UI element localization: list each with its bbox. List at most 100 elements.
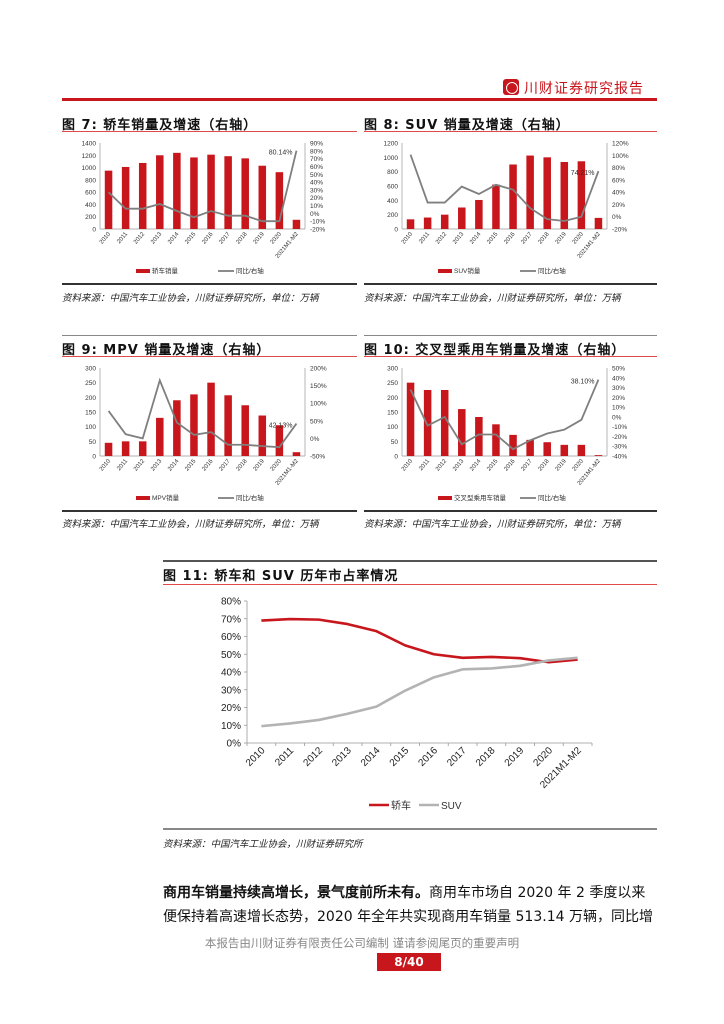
y2-tick-label: -20%	[612, 434, 627, 441]
lead-sentence: 商用车销量持续高增长，景气度前所未有。	[163, 885, 429, 901]
x-tick-label: 2011	[418, 458, 431, 472]
y2-tick-label: 50%	[612, 366, 625, 373]
y2-tick-label: -20%	[612, 227, 627, 234]
title-underline	[62, 356, 357, 357]
bar	[543, 157, 551, 229]
sedan-share-line	[261, 617, 578, 664]
y-tick-label: 0	[92, 227, 96, 234]
divider	[62, 510, 357, 512]
y-tick-label: 800	[85, 177, 96, 184]
y-tick-label: 10%	[221, 721, 241, 732]
y-tick-label: 600	[387, 184, 398, 191]
y2-tick-label: 40%	[612, 375, 625, 382]
title-underline	[364, 356, 657, 357]
bar	[104, 442, 113, 456]
figure-title: 图 11: 轿车和 SUV 历年市占率情况	[163, 569, 399, 584]
data-label: 80.14%	[269, 150, 293, 157]
x-tick-label: 2016	[201, 231, 215, 246]
bar	[560, 444, 569, 456]
figure-source: 资料来源：中国汽车工业协会，川财证券研究所，单位：万辆	[62, 519, 319, 530]
x-tick-label: 2020	[572, 458, 586, 473]
figure-source: 资料来源：中国汽车工业协会，川财证券研究所	[163, 839, 363, 850]
bar	[560, 161, 569, 229]
legend-swatch-bars	[136, 269, 150, 273]
y-tick-label: 200	[85, 395, 96, 402]
y2-tick-label: 70%	[310, 156, 323, 163]
y2-tick-label: 90%	[310, 141, 323, 148]
header-divider	[62, 98, 657, 101]
y2-tick-label: -10%	[612, 424, 627, 431]
x-tick-label: 2019	[555, 231, 569, 246]
x-tick-label: 2017	[520, 458, 534, 473]
y-tick-label: 50%	[221, 650, 241, 661]
y-tick-label: 300	[85, 366, 96, 373]
y2-tick-label: 0%	[612, 414, 622, 421]
y2-tick-label: 30%	[310, 187, 323, 194]
bar	[190, 157, 198, 229]
y-tick-label: 0%	[227, 739, 242, 750]
figure-title: 图 8: SUV 销量及增速（右轴）	[364, 118, 570, 133]
brand-name: 川财证券研究报告	[524, 81, 644, 97]
x-tick-label: 2018	[236, 231, 250, 246]
suv-share-line	[261, 656, 578, 728]
x-tick-label: 2012	[301, 745, 325, 769]
y-tick-label: 50	[89, 439, 97, 446]
bar	[224, 395, 232, 456]
chart-crossover-sales: 0 50 100 150 200 250 300 -40% -30% -20% -10% 0% 10% 2…	[387, 366, 627, 503]
x-tick-label: 2010	[99, 458, 113, 473]
legend-swatch-bars	[438, 269, 452, 273]
legend-label: 同比/右轴	[538, 493, 566, 502]
y2-tick-label: 20%	[612, 395, 625, 402]
x-tick-label: 2015	[388, 745, 412, 769]
x-tick-label: 2015	[486, 231, 500, 246]
y-tick-label: 100	[387, 424, 398, 431]
bar	[406, 219, 415, 229]
y-tick-label: 1400	[82, 141, 97, 148]
y-tick-label: 300	[387, 366, 398, 373]
figure-title: 图 7: 轿车销量及增速（右轴）	[62, 118, 258, 133]
y-tick-label: 200	[85, 214, 96, 221]
legend-swatch-bars	[438, 496, 452, 500]
y-tick-label: 1000	[384, 155, 399, 162]
x-tick-label: 2017	[218, 231, 232, 246]
x-tick-label: 2017	[520, 231, 534, 246]
bar	[207, 154, 215, 229]
bar	[138, 441, 147, 456]
bar	[241, 158, 249, 229]
chart-mpv-sales: 0 50 100 150 200 250 300 -50% 0% 50% 100% 150% 200% 4…	[85, 366, 327, 503]
x-tick-label: 2012	[435, 458, 449, 473]
divider	[364, 283, 657, 285]
y2-tick-label: 120%	[612, 141, 629, 148]
y2-tick-label: 100%	[310, 401, 327, 408]
x-tick-label: 2015	[486, 458, 500, 473]
bar	[258, 415, 267, 456]
figure-10: 图 10: 交叉型乘用车销量及增速（右轴） 0 50 100 150 200 250 300…	[364, 335, 657, 534]
y-tick-label: 1000	[82, 165, 97, 172]
bar	[492, 184, 500, 229]
page-number: 8/40	[377, 953, 441, 971]
x-tick-label: 2013	[150, 231, 164, 246]
footer-disclaimer: 本报告由川财证券有限责任公司编制 谨请参阅尾页的重要声明	[204, 936, 520, 950]
y-tick-label: 200	[387, 212, 398, 219]
y2-tick-label: 20%	[612, 202, 625, 209]
top-divider	[364, 335, 657, 336]
body-paragraph: 商用车销量持续高增长，景气度前所未有。商用车市场自 2020 年 2 季度以来	[163, 881, 657, 905]
x-tick-label: 2012	[435, 231, 449, 246]
x-tick-label: 2015	[184, 231, 198, 246]
bar	[292, 452, 301, 456]
x-tick-label: 2018	[474, 745, 498, 769]
bar	[509, 434, 517, 456]
x-tick-label: 2014	[469, 458, 483, 473]
legend-label: 轿车	[391, 799, 411, 812]
x-tick-label: 2010	[401, 458, 415, 473]
y-tick-label: 20%	[221, 703, 241, 714]
x-tick-label: 2016	[201, 458, 215, 473]
figure-source: 资料来源：中国汽车工业协会，川财证券研究所，单位：万辆	[62, 293, 319, 304]
y2-tick-label: -10%	[310, 219, 325, 226]
y2-tick-label: 80%	[310, 148, 323, 155]
bar	[173, 400, 181, 456]
x-tick-label: 2019	[503, 745, 527, 769]
bar	[190, 394, 198, 456]
legend-label: MPV销量	[152, 493, 180, 502]
bar	[577, 161, 586, 229]
